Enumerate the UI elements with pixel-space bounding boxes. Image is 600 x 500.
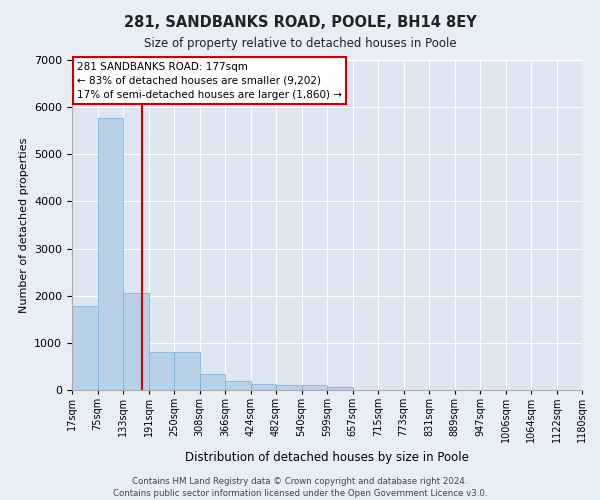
Text: Size of property relative to detached houses in Poole: Size of property relative to detached ho… [143,38,457,51]
Text: 281, SANDBANKS ROAD, POOLE, BH14 8EY: 281, SANDBANKS ROAD, POOLE, BH14 8EY [124,15,476,30]
Y-axis label: Number of detached properties: Number of detached properties [19,138,29,312]
Bar [72,306,97,390]
Bar [149,352,174,390]
Text: Contains HM Land Registry data © Crown copyright and database right 2024.
Contai: Contains HM Land Registry data © Crown c… [113,476,487,498]
Bar [251,384,276,390]
Bar [123,293,149,390]
Bar [97,118,123,390]
Text: 281 SANDBANKS ROAD: 177sqm
← 83% of detached houses are smaller (9,202)
17% of s: 281 SANDBANKS ROAD: 177sqm ← 83% of deta… [77,62,342,100]
Bar [225,380,251,390]
Bar [199,374,225,390]
Bar [276,385,302,390]
Bar [327,386,353,390]
Bar [302,386,327,390]
X-axis label: Distribution of detached houses by size in Poole: Distribution of detached houses by size … [185,451,469,464]
Bar [174,352,199,390]
